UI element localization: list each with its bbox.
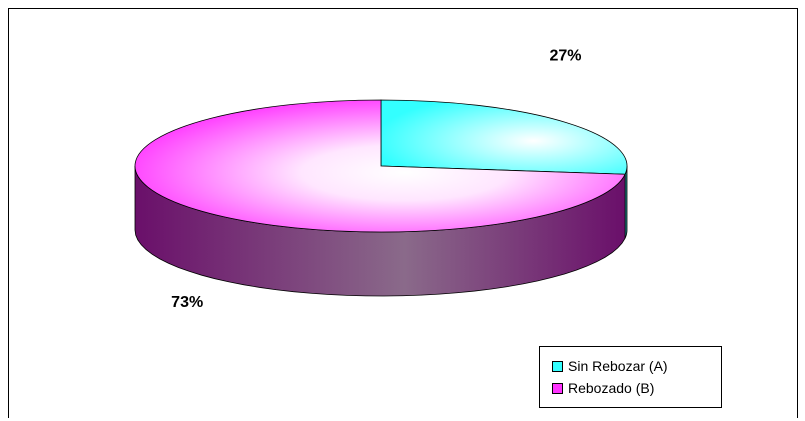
legend-swatch-rebozado bbox=[552, 382, 563, 394]
legend-label-sin-rebozar: Sin Rebozar (A) bbox=[568, 358, 668, 374]
legend-item-sin-rebozar: Sin Rebozar (A) bbox=[552, 355, 721, 377]
legend-label-rebozado: Rebozado (B) bbox=[568, 380, 655, 396]
data-label-sin-rebozar: 27% bbox=[549, 47, 581, 64]
data-label-rebozado: 73% bbox=[171, 294, 203, 311]
pie-labels: 27% 73% bbox=[171, 47, 581, 310]
legend-item-rebozado: Rebozado (B) bbox=[552, 377, 721, 399]
pie-slice-sin-rebozar bbox=[380, 99, 628, 175]
legend: Sin Rebozar (A) Rebozado (B) bbox=[539, 346, 722, 408]
chart-area: 27% 73% Sin Rebozar (A) Rebozado (B) bbox=[8, 8, 798, 418]
pie-chart: 27% 73% bbox=[134, 47, 628, 311]
pie-slice-rebozado bbox=[134, 99, 626, 233]
pie-tops bbox=[134, 99, 628, 233]
legend-swatch-sin-rebozar bbox=[552, 360, 563, 372]
